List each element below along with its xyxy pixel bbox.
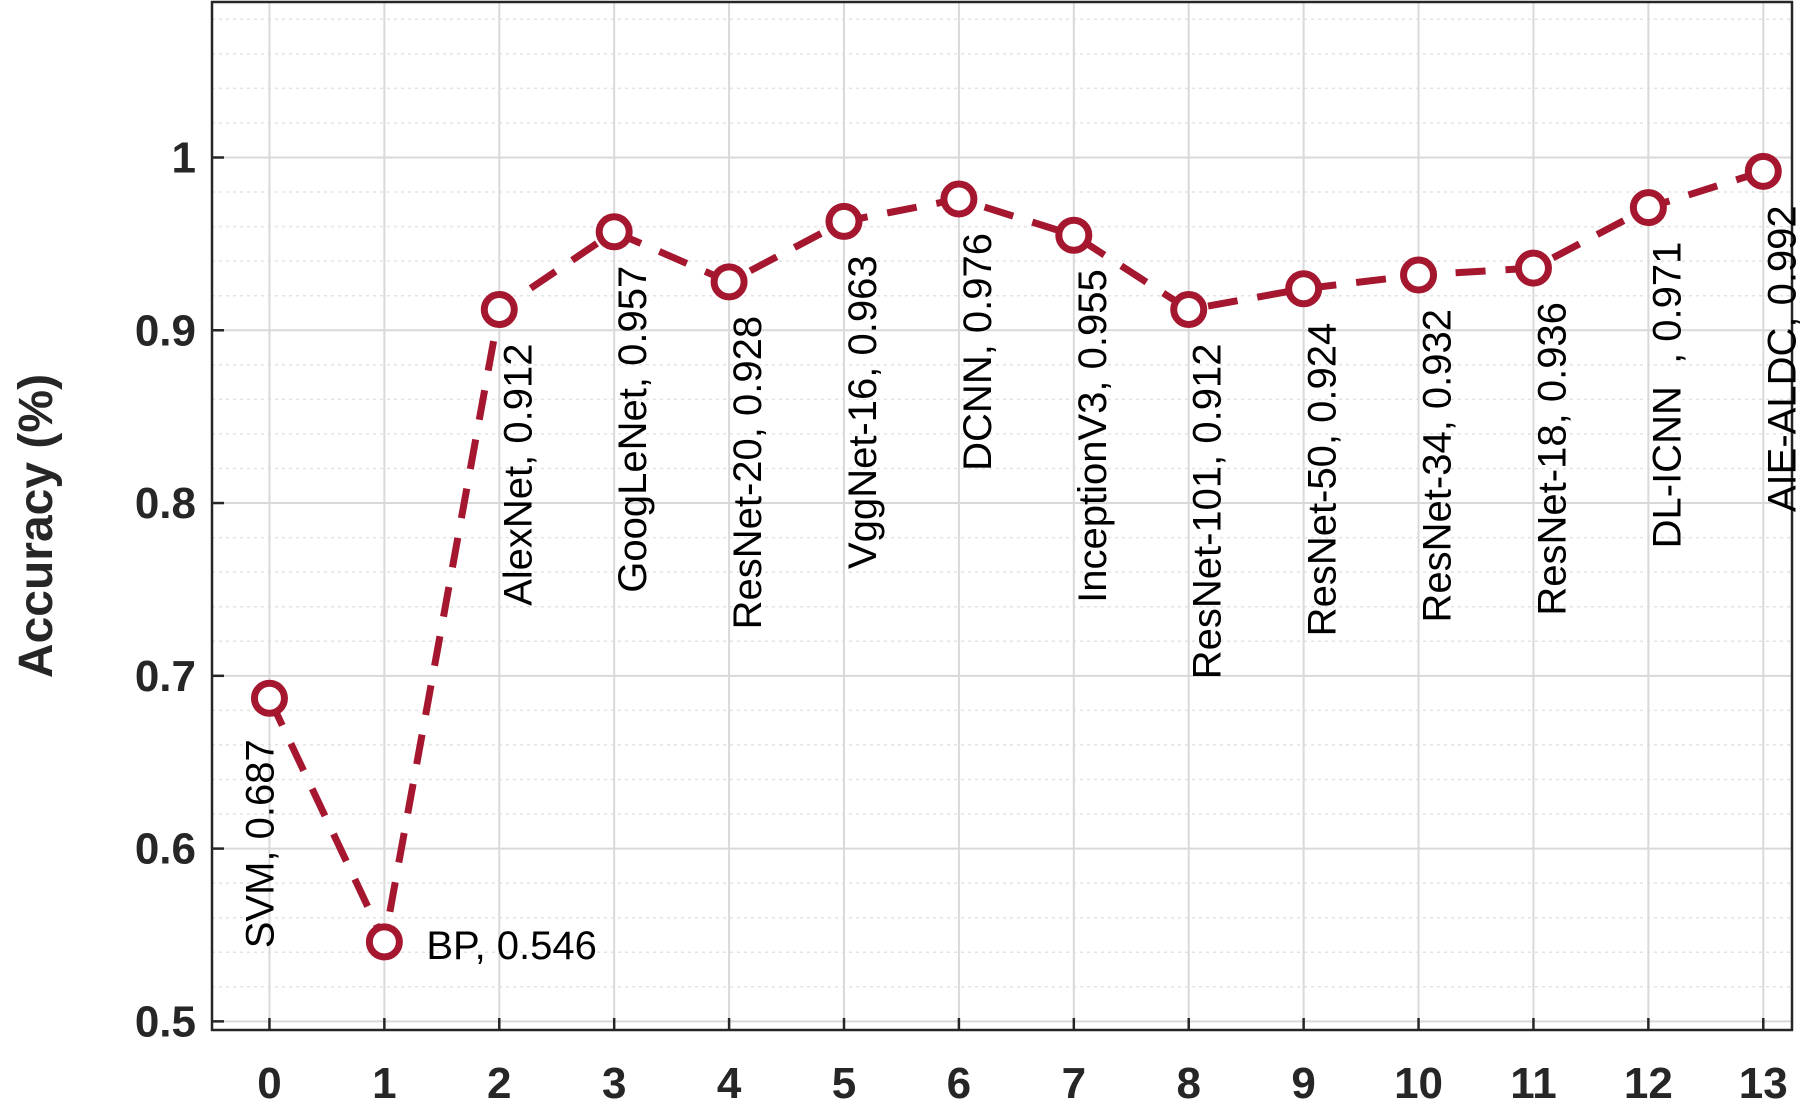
x-tick-label: 3 [602,1059,626,1108]
y-axis-ticks: 0.5 0.6 0.7 0.8 0.9 1 [135,133,224,1046]
data-label: VggNet-16, 0.963 [841,255,885,569]
plot-frame [210,0,1794,1032]
x-tick-label: 6 [947,1059,971,1108]
y-tick-label: 0.8 [135,479,196,528]
y-tick-label: 0.9 [135,306,196,355]
x-tick-label: 2 [487,1059,511,1108]
y-axis-title: Accuracy (%) [10,374,63,678]
data-point-marker [825,202,863,240]
x-tick-label: 1 [372,1059,396,1108]
data-point-marker [940,180,978,218]
data-label: InceptionV3, 0.955 [1071,269,1115,603]
data-point-marker [250,679,288,717]
x-tick-label: 4 [717,1059,742,1108]
data-point-marker [1285,270,1323,308]
data-point-marker [710,263,748,301]
data-point-marker [1744,152,1782,190]
data-label: DCNN, 0.976 [956,233,1000,471]
data-label: ResNet-50, 0.924 [1301,323,1345,637]
x-tick-label: 7 [1062,1059,1086,1108]
data-label: AlexNet, 0.912 [496,344,540,606]
data-point-marker [1055,216,1093,254]
x-tick-label: 13 [1739,1059,1788,1108]
data-label: ResNet-18, 0.936 [1530,302,1574,616]
data-point-marker [595,213,633,251]
data-label: ResNet-34, 0.932 [1416,309,1460,623]
data-labels: SVM, 0.687 BP, 0.546 AlexNet, 0.912 GoogLeN… [238,205,1800,968]
x-tick-label: 8 [1176,1059,1200,1108]
data-label: AIE-ALDC, 0.992 [1760,205,1800,512]
data-point-marker [1170,291,1208,329]
data-label: DL-ICNN , 0.971 [1645,242,1689,549]
data-point-marker [1514,249,1552,287]
data-label: SVM, 0.687 [238,739,282,948]
data-point-marker [1400,256,1438,294]
x-tick-label: 11 [1510,1059,1557,1108]
x-tick-label: 9 [1291,1059,1315,1108]
x-tick-label: 12 [1624,1059,1673,1108]
y-tick-label: 0.7 [135,652,196,701]
data-label: BP, 0.546 [426,924,597,968]
series-line [266,167,1765,954]
x-axis-ticks: 0 1 2 3 4 5 6 7 8 9 10 11 12 13 [257,1018,1788,1108]
data-label: ResNet-20, 0.928 [726,316,770,630]
data-point-marker [480,291,518,329]
x-tick-label: 0 [257,1059,281,1108]
data-point-marker [1629,189,1667,227]
data-label: ResNet-101, 0.912 [1186,344,1230,680]
minor-gridlines [212,18,1792,988]
major-gridlines [212,2,1792,1030]
y-tick-label: 0.6 [135,825,196,874]
x-tick-label: 5 [832,1059,856,1108]
data-point-marker [365,923,403,961]
x-tick-label: 10 [1394,1059,1443,1108]
y-tick-label: 1 [172,133,196,182]
y-tick-label: 0.5 [135,997,196,1046]
data-markers [250,152,1782,961]
data-label: GoogLeNet, 0.957 [611,266,655,593]
